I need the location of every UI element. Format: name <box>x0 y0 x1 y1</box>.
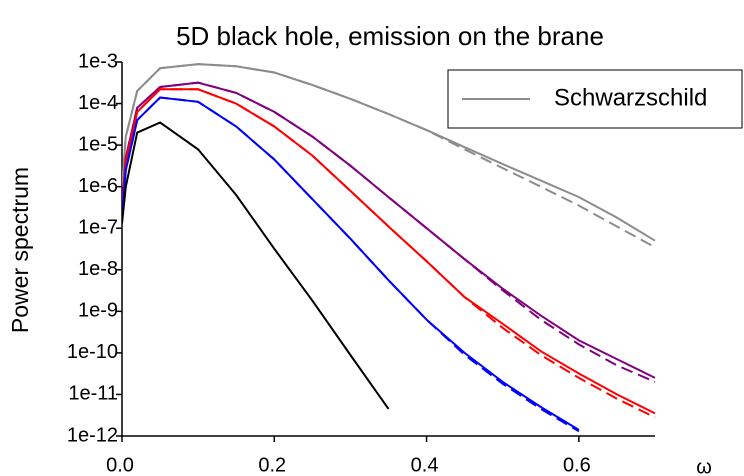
legend-label: Schwarzschild <box>554 84 707 111</box>
series-line <box>122 96 580 431</box>
plot-area <box>122 63 656 433</box>
series-line <box>122 63 656 249</box>
x-tick-label: 0.2 <box>258 454 286 476</box>
y-tick-label: 1e-9 <box>78 300 118 322</box>
y-tick-label: 1e-10 <box>67 341 118 363</box>
x-tick-label: 0.6 <box>563 454 591 476</box>
y-tick-label: 1e-5 <box>78 133 118 155</box>
series-line <box>122 81 656 383</box>
y-tick-label: 1e-11 <box>68 383 118 405</box>
x-tick-label: 0.0 <box>106 454 134 476</box>
x-tick-label: 0.4 <box>411 454 439 476</box>
x-axis-label: ω <box>696 456 712 476</box>
series-line <box>122 96 580 433</box>
y-tick-label: 1e-6 <box>78 175 118 197</box>
y-tick-label: 1e-4 <box>78 92 118 114</box>
series-line <box>122 121 390 410</box>
y-tick-label: 1e-12 <box>67 424 118 446</box>
chart-title: 5D black hole, emission on the brane <box>176 21 604 51</box>
y-tick-label: 1e-8 <box>78 258 118 280</box>
y-axis-label: Power spectrum <box>7 167 33 333</box>
y-tick-label: 1e-7 <box>78 217 118 239</box>
series-line <box>122 88 656 419</box>
y-tick-label: 1e-3 <box>78 50 118 72</box>
series-line <box>122 88 656 415</box>
